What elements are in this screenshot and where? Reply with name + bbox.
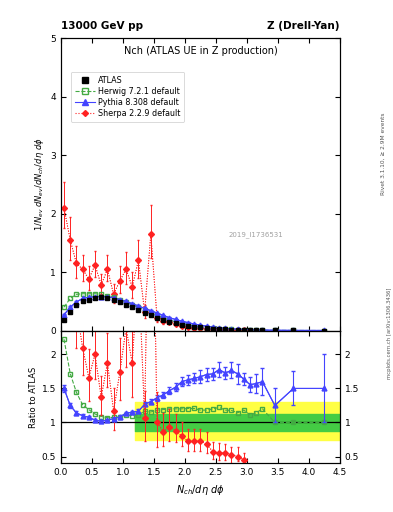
Text: 13000 GeV pp: 13000 GeV pp <box>61 20 143 31</box>
Text: Rivet 3.1.10, ≥ 2.9M events: Rivet 3.1.10, ≥ 2.9M events <box>381 112 386 195</box>
Text: mcplots.cern.ch [arXiv:1306.3436]: mcplots.cern.ch [arXiv:1306.3436] <box>387 287 391 378</box>
Text: 2019_I1736531: 2019_I1736531 <box>228 231 283 238</box>
Y-axis label: $1/N_{ev}$ $dN_{ev}/dN_{ch}/d\eta$ $d\phi$: $1/N_{ev}$ $dN_{ev}/dN_{ch}/d\eta$ $d\ph… <box>33 138 46 231</box>
Legend: ATLAS, Herwig 7.2.1 default, Pythia 8.308 default, Sherpa 2.2.9 default: ATLAS, Herwig 7.2.1 default, Pythia 8.30… <box>70 72 184 122</box>
X-axis label: $N_{ch}/d\eta$ $d\phi$: $N_{ch}/d\eta$ $d\phi$ <box>176 483 225 497</box>
Y-axis label: Ratio to ATLAS: Ratio to ATLAS <box>29 366 37 428</box>
Text: Z (Drell-Yan): Z (Drell-Yan) <box>268 20 340 31</box>
Text: Nch (ATLAS UE in Z production): Nch (ATLAS UE in Z production) <box>123 46 277 56</box>
